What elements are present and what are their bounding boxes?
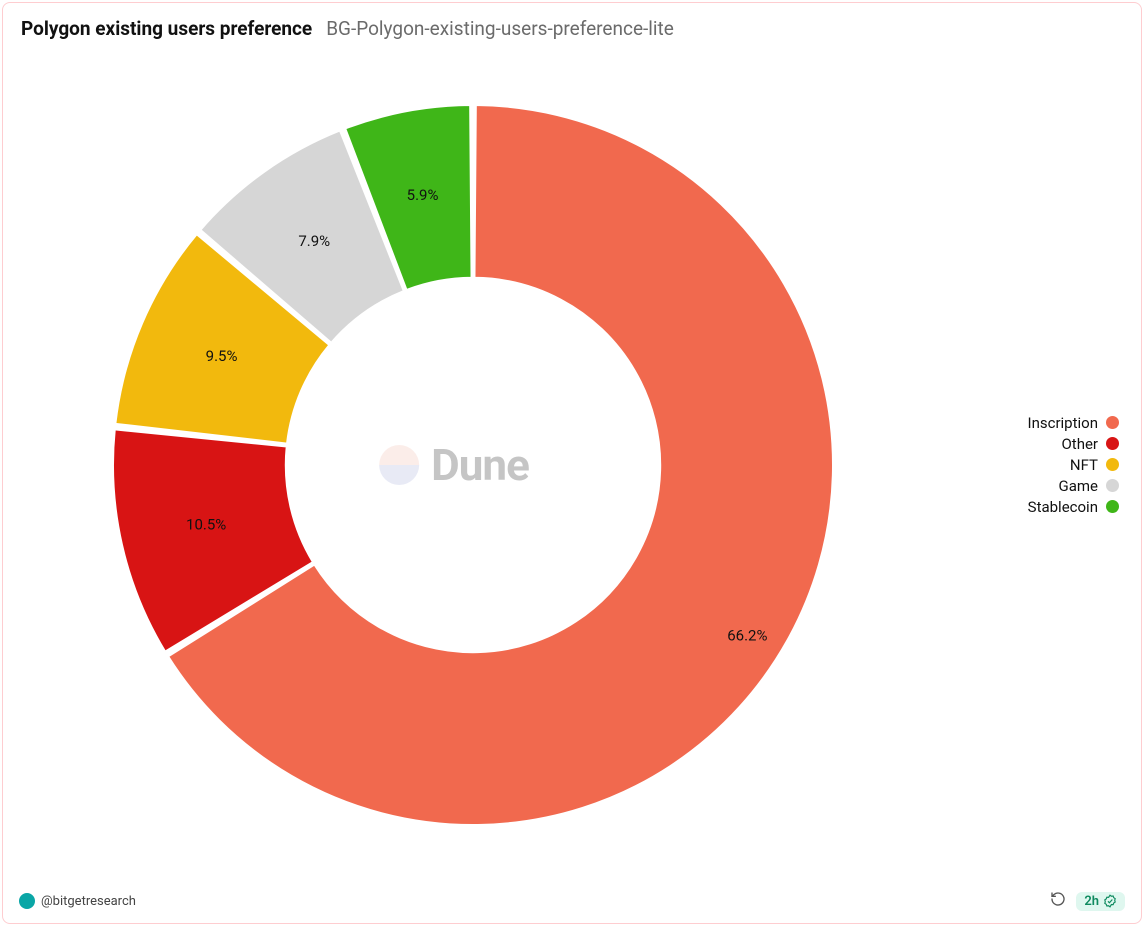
legend-item-game[interactable]: Game (1027, 477, 1119, 495)
legend-swatch-icon (1106, 458, 1119, 471)
chart-area: 66.2%10.5%9.5%7.9%5.9% Dune InscriptionO… (3, 48, 1141, 881)
refresh-button[interactable] (1050, 891, 1066, 911)
legend-item-stablecoin[interactable]: Stablecoin (1027, 498, 1119, 516)
author-link[interactable]: @bitgetresearch (19, 893, 136, 909)
slice-label-other: 10.5% (186, 515, 226, 533)
legend-item-nft[interactable]: NFT (1027, 456, 1119, 474)
legend-swatch-icon (1106, 479, 1119, 492)
legend-label: Other (1061, 435, 1098, 453)
legend-item-other[interactable]: Other (1027, 435, 1119, 453)
legend-label: Inscription (1027, 414, 1098, 432)
donut-chart: 66.2% 10.5% 9.5% 7.9% 5.9% (3, 55, 903, 875)
donut-container: 66.2%10.5%9.5%7.9%5.9% Dune (3, 55, 903, 875)
legend-swatch-icon (1106, 500, 1119, 513)
author-avatar-icon (19, 893, 35, 909)
card-footer: @bitgetresearch 2h (3, 881, 1141, 923)
slice-label-stablecoin: 5.9% (407, 186, 439, 204)
legend-label: Stablecoin (1028, 498, 1098, 516)
legend-label: NFT (1070, 456, 1098, 474)
legend-swatch-icon (1106, 437, 1119, 450)
refresh-age-badge[interactable]: 2h (1076, 892, 1125, 911)
legend-item-inscription[interactable]: Inscription (1027, 414, 1119, 432)
author-handle: @bitgetresearch (41, 894, 136, 909)
legend-label: Game (1059, 477, 1099, 495)
check-badge-icon (1103, 894, 1117, 908)
slice-label-game: 7.9% (298, 232, 330, 250)
refresh-icon (1050, 891, 1066, 907)
chart-card: Polygon existing users preference BG-Pol… (2, 2, 1142, 924)
chart-legend: Inscription Other NFT Game Stablecoin (1027, 411, 1119, 519)
slice-label-inscription: 66.2% (727, 626, 767, 644)
footer-actions: 2h (1050, 891, 1125, 911)
legend-swatch-icon (1106, 416, 1119, 429)
chart-title: Polygon existing users preference (21, 17, 312, 40)
card-header: Polygon existing users preference BG-Pol… (3, 3, 1141, 48)
chart-subtitle: BG-Polygon-existing-users-preference-lit… (326, 17, 674, 40)
slice-label-nft: 9.5% (206, 347, 238, 365)
refresh-age-text: 2h (1084, 894, 1099, 909)
